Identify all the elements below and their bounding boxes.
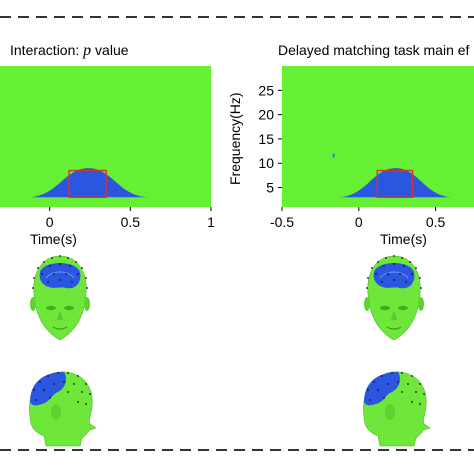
topography-side-left [28,371,97,447]
right-heatmap: -0.5 0 0.5 5 10 15 20 25 Time(s) Frequency(Hz) [227,66,474,247]
left-x-axis-label: Time(s) [30,231,77,247]
left-x-ticks: 0 0.5 1 [46,207,215,230]
right-x-ticks: -0.5 0 0.5 [270,207,446,230]
left-x-tick-label: 0.5 [121,214,141,230]
right-significant-cluster [337,168,455,198]
left-x-tick-label: 0 [46,214,54,230]
right-x-tick-label: -0.5 [270,214,294,230]
right-y-tick-label: 10 [258,155,274,171]
right-y-tick-label: 25 [258,82,274,98]
right-x-tick-label: 0 [355,214,363,230]
right-x-tick-label: 0.5 [426,214,446,230]
topography-side-right [362,371,431,447]
left-roi-box [68,169,107,198]
right-noise-speck [332,153,335,158]
right-y-tick-label: 5 [266,180,274,196]
left-x-tick-label: 1 [207,214,215,230]
right-roi-box [376,169,414,198]
left-chart-title: Interaction: p value [10,42,129,59]
topography-front-left [29,254,91,341]
left-significant-cluster [27,168,150,198]
topography-front-right [363,254,425,341]
left-heatmap: 0 0.5 1 Time(s) [0,66,215,247]
right-chart-title: Delayed matching task main ef [278,42,470,58]
right-x-axis-label: Time(s) [380,231,427,247]
right-y-tick-label: 20 [258,107,274,123]
right-y-ticks: 5 10 15 20 25 [258,82,282,196]
right-y-tick-label: 15 [258,131,274,147]
right-y-axis-label: Frequency(Hz) [227,92,243,185]
